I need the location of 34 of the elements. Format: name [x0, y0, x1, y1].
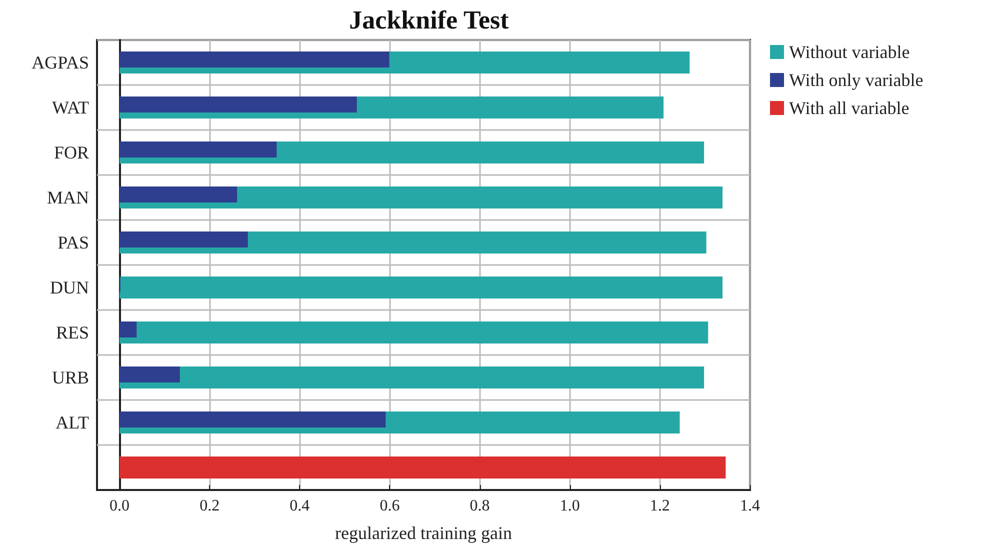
y-tick-label: MAN — [46, 188, 89, 208]
bar — [120, 322, 137, 338]
bar — [120, 412, 386, 428]
y-tick-label: AGPAS — [32, 52, 89, 72]
bar — [120, 96, 357, 112]
legend-label: With all variable — [789, 98, 910, 118]
y-tick-label: RES — [56, 322, 89, 342]
bar — [120, 186, 238, 202]
x-tick-label: 0.6 — [380, 498, 400, 514]
bar — [120, 366, 180, 382]
bar — [120, 52, 390, 68]
x-tick-label: 1.2 — [650, 498, 670, 514]
y-tick-label: WAT — [52, 98, 89, 118]
x-tick-label: 0.0 — [110, 498, 130, 514]
legend-label: Without variable — [789, 42, 910, 62]
x-axis-title: regularized training gain — [335, 523, 512, 543]
y-tick-label: URB — [52, 368, 89, 388]
x-tick-label: 0.2 — [200, 498, 220, 514]
x-tick-label: 1.0 — [560, 498, 580, 514]
y-tick-label: ALT — [56, 412, 89, 432]
y-tick-label: PAS — [58, 232, 89, 252]
legend-label: With only variable — [789, 70, 924, 90]
x-tick-label: 0.8 — [470, 498, 490, 514]
bar — [120, 232, 248, 248]
bar — [120, 322, 708, 344]
y-tick-label: FOR — [54, 142, 89, 162]
bar — [120, 142, 277, 158]
chart-title: Jackknife Test — [349, 6, 510, 34]
bar — [120, 366, 704, 388]
x-tick-label: 0.4 — [290, 498, 310, 514]
x-tick-label: 1.4 — [740, 498, 760, 514]
bar — [120, 276, 723, 298]
bar — [120, 456, 726, 478]
y-tick-label: DUN — [50, 278, 89, 298]
